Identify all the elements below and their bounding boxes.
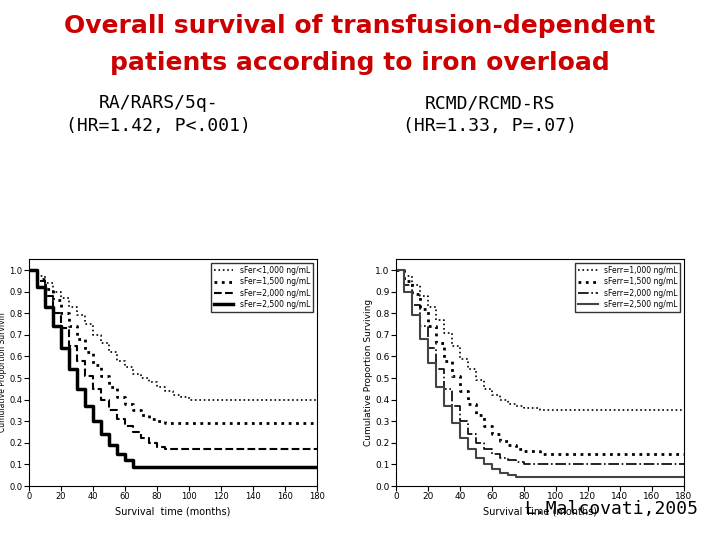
X-axis label: Survival  time (months): Survival time (months) [115,507,230,517]
Legend: sFerr=1,000 ng/mL, sFerr=1,500 ng/mL, sFerr=2,000 ng/mL, sFerr=2,500 ng/mL: sFerr=1,000 ng/mL, sFerr=1,500 ng/mL, sF… [575,263,680,312]
Text: patients according to iron overload: patients according to iron overload [110,51,610,75]
X-axis label: Survival Time (months): Survival Time (months) [483,507,597,517]
Text: RA/RARS/5q-
(HR=1.42, P<.001): RA/RARS/5q- (HR=1.42, P<.001) [66,94,251,134]
Text: RCMD/RCMD-RS
(HR=1.33, P=.07): RCMD/RCMD-RS (HR=1.33, P=.07) [402,94,577,134]
Text: L.Malcovati,2005: L.Malcovati,2005 [524,501,698,518]
Y-axis label: Cumulative Proportion Surviving: Cumulative Proportion Surviving [364,299,372,446]
Legend: sFer<1,000 ng/mL, sFer=1,500 ng/mL, sFer=2,000 ng/mL, sFer=2,500 ng/mL: sFer<1,000 ng/mL, sFer=1,500 ng/mL, sFer… [211,263,313,312]
Text: Overall survival of transfusion-dependent: Overall survival of transfusion-dependen… [64,14,656,37]
Y-axis label: Cumulative Proportion Survivin: Cumulative Proportion Survivin [0,313,6,433]
